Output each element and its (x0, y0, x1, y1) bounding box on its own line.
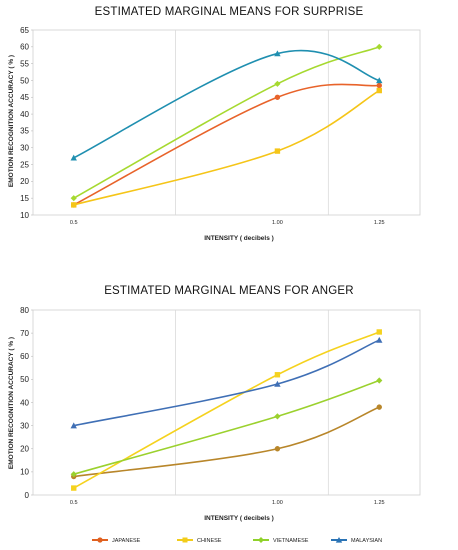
anger-y-tick-label: 80 (20, 306, 29, 315)
surprise-point-malaysian-1 (274, 50, 281, 57)
legend-label-chinese: CHINESE (197, 538, 222, 544)
anger-x-tick-label: 0.5 (70, 500, 78, 506)
surprise-y-tick-label: 45 (20, 93, 29, 102)
anger-y-tick-label: 50 (20, 375, 29, 384)
surprise-x-tick-label: 1.25 (374, 220, 385, 226)
legend-marker-malaysian (335, 537, 343, 543)
surprise-x-tick-label: 1.00 (272, 220, 283, 226)
anger-series-line-chinese (72, 331, 381, 489)
surprise-point-japanese-1 (274, 94, 281, 100)
legend-marker-japanese (97, 537, 103, 543)
anger-point-chinese-0 (71, 485, 77, 491)
anger-point-japanese-1 (274, 446, 281, 452)
surprise-y-tick-label: 50 (20, 76, 29, 85)
anger-y-tick-label: 10 (20, 468, 29, 477)
anger-point-vietnamese-1 (274, 413, 281, 420)
anger-y-tick-label: 20 (20, 445, 29, 454)
surprise-chart-title: ESTIMATED MARGINAL MEANS FOR SURPRISE (95, 6, 364, 18)
anger-point-chinese-1 (274, 372, 281, 378)
anger-y-axis-label: EMOTION RECOGNITION ACCURACY ( % ) (8, 337, 15, 469)
surprise-point-chinese-2 (376, 87, 382, 94)
surprise-y-tick-label: 25 (20, 160, 29, 169)
legend-item-chinese: CHINESE (177, 537, 222, 544)
anger-point-malaysian-1 (274, 380, 281, 387)
anger-x-tick-label: 1.25 (374, 500, 385, 506)
anger-y-tick-label: 60 (20, 352, 29, 361)
surprise-point-vietnamese-2 (376, 43, 383, 50)
surprise-series-line-chinese (72, 89, 381, 206)
legend-label-japanese: JAPANESE (112, 538, 141, 544)
anger-x-axis-label: INTENSITY ( decibels ) (204, 515, 274, 522)
surprise-y-tick-label: 60 (20, 43, 29, 52)
surprise-point-malaysian-0 (70, 154, 77, 161)
anger-point-malaysian-2 (376, 336, 383, 343)
surprise-plot-frame (32, 29, 421, 216)
surprise-point-vietnamese-0 (70, 195, 77, 202)
anger-x-tick-label: 1.00 (272, 500, 283, 506)
anger-y-tick-label: 40 (20, 398, 29, 407)
legend-marker-chinese (182, 537, 188, 543)
surprise-point-vietnamese-1 (274, 80, 281, 87)
anger-series-line-vietnamese (72, 379, 381, 475)
surprise-series-line-vietnamese (72, 46, 381, 199)
anger-point-chinese-2 (376, 329, 382, 335)
surprise-y-tick-label: 65 (20, 26, 29, 35)
surprise-point-chinese-1 (274, 148, 281, 154)
surprise-point-malaysian-2 (376, 77, 383, 84)
anger-point-malaysian-0 (70, 422, 77, 429)
anger-y-tick-label: 0 (25, 491, 30, 500)
anger-point-japanese-2 (376, 404, 382, 410)
legend-item-japanese: JAPANESE (92, 537, 141, 544)
legend-item-malaysian: MALAYSIAN (331, 537, 382, 544)
surprise-y-tick-label: 30 (20, 144, 29, 153)
surprise-x-axis-label: INTENSITY ( decibels ) (204, 235, 274, 242)
anger-chart-title: ESTIMATED MARGINAL MEANS FOR ANGER (104, 285, 354, 297)
surprise-x-tick-label: 0.5 (70, 220, 78, 226)
anger-point-vietnamese-2 (376, 377, 383, 384)
surprise-series-line-japanese (72, 83, 381, 206)
anger-series-line-malaysian (72, 339, 381, 427)
surprise-point-chinese-0 (71, 202, 77, 208)
anger-point-vietnamese-0 (70, 471, 77, 478)
surprise-series-line-malaysian (72, 49, 381, 159)
surprise-chart: 10 15 20 25 30 35 40 45 50 55 60 65 0.5 1.00 1.25 (20, 26, 421, 226)
legend-label-malaysian: MALAYSIAN (351, 538, 382, 544)
surprise-y-tick-label: 55 (20, 59, 29, 68)
legend-item-vietnamese: VIETNAMESE (253, 537, 309, 544)
surprise-y-tick-label: 40 (20, 110, 29, 119)
surprise-y-axis-label: EMOTION RECOGNITION ACCURACY ( % ) (8, 55, 15, 187)
surprise-point-japanese-2 (376, 82, 382, 89)
anger-y-tick-label: 30 (20, 421, 29, 430)
anger-y-tick-label: 70 (20, 329, 29, 338)
legend-label-vietnamese: VIETNAMESE (273, 538, 309, 544)
surprise-y-tick-label: 15 (20, 194, 29, 203)
surprise-y-tick-label: 20 (20, 177, 29, 186)
anger-series-line-japanese (72, 406, 381, 478)
anger-chart: 0 10 20 30 40 50 60 70 80 0.5 1.00 1.25 (20, 306, 421, 506)
surprise-y-tick-label: 35 (20, 127, 29, 136)
legend: JAPANESE CHINESE VIETNAMESE MALAYSIAN (92, 537, 382, 544)
surprise-y-tick-label: 10 (20, 211, 29, 220)
legend-marker-vietnamese (258, 537, 264, 543)
